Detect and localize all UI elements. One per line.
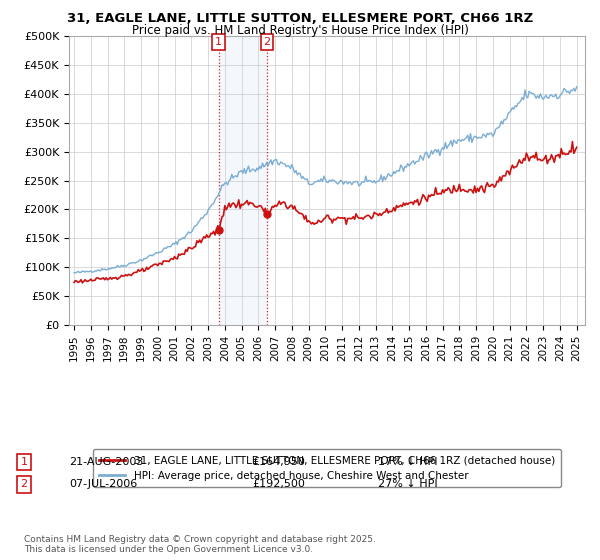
Text: 1: 1 (215, 37, 222, 47)
Text: £192,500: £192,500 (252, 479, 305, 489)
Legend: 31, EAGLE LANE, LITTLE SUTTON, ELLESMERE PORT, CH66 1RZ (detached house), HPI: A: 31, EAGLE LANE, LITTLE SUTTON, ELLESMERE… (93, 449, 561, 487)
Text: 31, EAGLE LANE, LITTLE SUTTON, ELLESMERE PORT, CH66 1RZ: 31, EAGLE LANE, LITTLE SUTTON, ELLESMERE… (67, 12, 533, 25)
Text: 2: 2 (20, 479, 28, 489)
Text: Price paid vs. HM Land Registry's House Price Index (HPI): Price paid vs. HM Land Registry's House … (131, 24, 469, 36)
Text: £164,950: £164,950 (252, 457, 305, 467)
Text: 1: 1 (20, 457, 28, 467)
Bar (219, 36, 267, 325)
Text: 2: 2 (263, 37, 271, 47)
Text: 27% ↓ HPI: 27% ↓ HPI (378, 479, 437, 489)
Text: Contains HM Land Registry data © Crown copyright and database right 2025.
This d: Contains HM Land Registry data © Crown c… (24, 535, 376, 554)
Text: 17% ↓ HPI: 17% ↓ HPI (378, 457, 437, 467)
Text: 07-JUL-2006: 07-JUL-2006 (69, 479, 137, 489)
Text: 21-AUG-2003: 21-AUG-2003 (69, 457, 143, 467)
